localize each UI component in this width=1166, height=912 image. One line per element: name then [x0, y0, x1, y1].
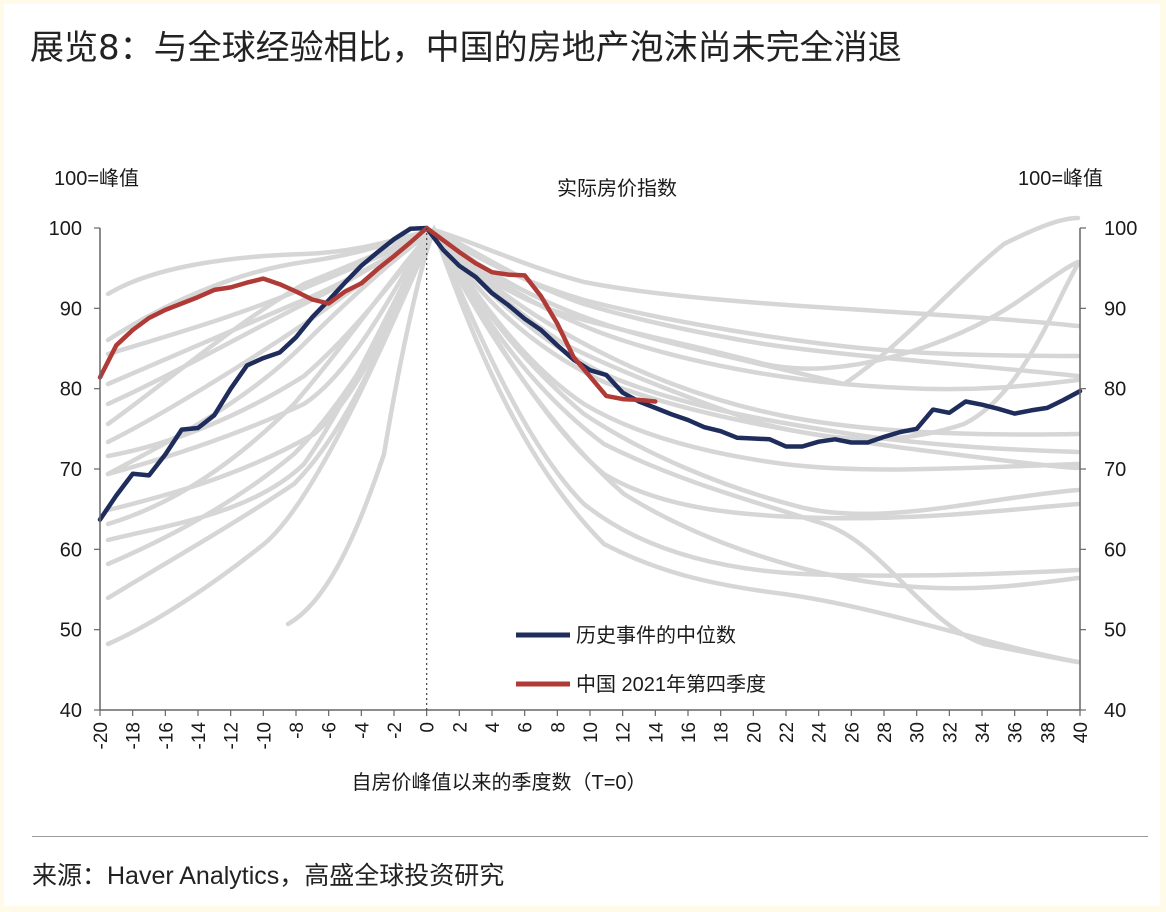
x-tick-label: -14 [189, 722, 210, 750]
y-tick-label-left: 100 [49, 218, 82, 240]
x-tick-label: 20 [744, 722, 765, 743]
x-tick-label: 26 [842, 722, 863, 743]
x-tick-label: 6 [516, 722, 537, 733]
page-title: 展览8：与全球经验相比，中国的房地产泡沫尚未完全消退 [30, 28, 902, 68]
episode-line-9 [105, 225, 1081, 647]
episode-line-7 [105, 225, 1081, 665]
x-tick-label: 24 [810, 722, 831, 744]
y-tick-label-left: 90 [60, 298, 82, 320]
episode-line-8 [105, 225, 1081, 665]
episode-line-16 [105, 226, 1081, 471]
x-tick-label: -8 [287, 722, 308, 739]
x-axis-label: 自房价峰值以来的季度数（T=0） [351, 771, 646, 794]
episode-line-6 [105, 226, 1081, 578]
x-tick-label: 30 [908, 722, 929, 743]
x-tick-label: 34 [973, 722, 994, 744]
episode-line-10 [285, 215, 1081, 627]
series-line-median [97, 225, 1083, 522]
y-tick-label-left: 70 [60, 459, 82, 481]
x-tick-label: -12 [222, 722, 243, 749]
episode-line-4 [105, 226, 1081, 472]
legend: 历史事件的中位数 中国 2021年第四季度 [516, 624, 766, 696]
y-tick-label-right: 70 [1104, 459, 1126, 481]
footer-divider [32, 836, 1148, 837]
x-tick-label: -4 [352, 722, 373, 739]
y-tick-label-left: 60 [60, 539, 82, 561]
x-tick-label: 0 [418, 722, 439, 733]
x-tick-label: -6 [320, 722, 341, 739]
x-tick-label: 2 [450, 722, 471, 733]
episode-line-3 [105, 227, 1081, 437]
x-tick-label: -20 [91, 722, 112, 749]
y-tick-label-right: 40 [1104, 700, 1126, 722]
episode-line-0 [105, 227, 1081, 329]
x-tick-label: 14 [646, 722, 667, 744]
legend-label-china: 中国 2021年第四季度 [576, 673, 766, 696]
x-tick-label: 32 [940, 722, 961, 743]
x-tick-label: -2 [385, 722, 406, 739]
episode-line-12 [105, 226, 1081, 517]
legend-label-median: 历史事件的中位数 [576, 624, 736, 647]
y-tick-label-right: 60 [1104, 539, 1126, 561]
x-tick-label: 16 [679, 722, 700, 743]
y-axis-unit-left: 100=峰值 [54, 167, 139, 190]
series-layer [97, 225, 1083, 522]
x-tick-label: 40 [1071, 722, 1092, 743]
y-tick-label-right: 80 [1104, 379, 1126, 401]
historical-episodes-lines [105, 215, 1081, 665]
y-tick-label-right: 90 [1104, 298, 1126, 320]
x-tick-label: 4 [483, 722, 504, 733]
episode-line-14 [105, 227, 1081, 359]
x-tick-label: -16 [156, 722, 177, 749]
x-tick-label: 18 [712, 722, 733, 743]
x-tick-label: 22 [777, 722, 798, 743]
x-tick-label: 10 [581, 722, 602, 743]
source-note: 来源：Haver Analytics，高盛全球投资研究 [32, 862, 505, 890]
page-frame: 展览8：与全球经验相比，中国的房地产泡沫尚未完全消退 100=峰值 100=峰值… [4, 4, 1160, 906]
x-tick-label: 38 [1038, 722, 1059, 743]
x-tick-label: -10 [254, 722, 275, 749]
y-tick-label-right: 100 [1104, 218, 1137, 240]
chart-title: 实际房价指数 [557, 177, 677, 200]
x-tick-label: 36 [1006, 722, 1027, 743]
x-tick-label: -18 [124, 722, 145, 749]
x-tick-label: 12 [614, 722, 635, 743]
x-tick-label: 28 [875, 722, 896, 743]
y-axis-unit-right: 100=峰值 [1018, 167, 1103, 190]
y-tick-label-left: 40 [60, 700, 82, 722]
y-tick-label-left: 50 [60, 620, 82, 642]
episode-line-11 [105, 227, 1081, 387]
y-tick-label-left: 80 [60, 379, 82, 401]
x-tick-label: 8 [548, 722, 569, 733]
series-line-china [97, 225, 658, 404]
episode-line-13 [105, 224, 1081, 591]
y-tick-label-right: 50 [1104, 620, 1126, 642]
